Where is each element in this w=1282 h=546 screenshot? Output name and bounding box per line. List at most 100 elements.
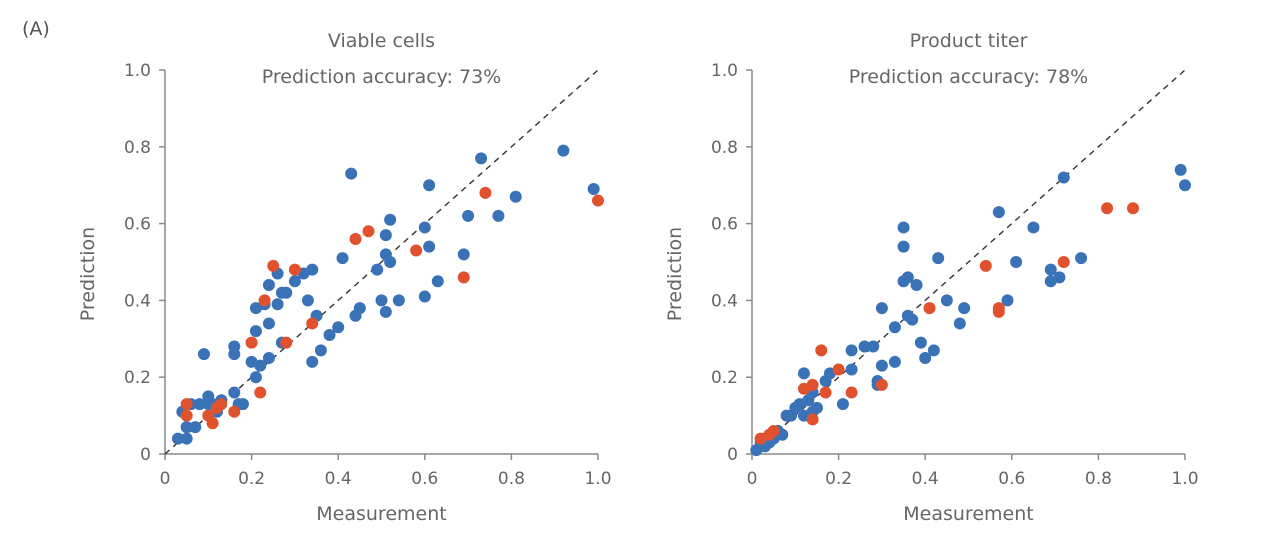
data-point-blue (953, 317, 966, 330)
data-point-blue (180, 432, 193, 445)
data-point-blue (288, 275, 301, 288)
data-point-blue (940, 294, 953, 307)
data-point-red (180, 398, 193, 411)
data-point-blue (932, 252, 945, 265)
data-point-blue (858, 340, 871, 353)
data-point-blue (180, 421, 193, 434)
data-point-blue (379, 305, 392, 318)
data-point-blue (845, 344, 858, 357)
chart-title: Product titer (910, 30, 1028, 52)
data-point-red (288, 263, 301, 276)
data-point-blue (249, 325, 262, 338)
y-tick-label: 0.6 (124, 215, 151, 235)
chart-subtitle: Prediction accuracy: 78% (849, 66, 1088, 88)
y-tick-label: 1.0 (124, 61, 151, 81)
data-point-red (1127, 202, 1140, 215)
data-point-blue (919, 352, 932, 364)
data-point-blue (906, 313, 919, 326)
x-tick-label: 0 (747, 469, 758, 489)
data-point-blue (262, 279, 275, 292)
data-point-blue (371, 263, 384, 276)
x-tick-label: 0.8 (1085, 469, 1112, 489)
x-tick-label: 0.4 (912, 469, 939, 489)
data-point-blue (254, 359, 267, 372)
data-point-red (258, 294, 271, 307)
data-point-red (180, 409, 193, 422)
data-point-blue (509, 190, 522, 203)
data-point-blue (306, 355, 319, 368)
data-point-blue (418, 221, 431, 234)
data-point-red (1057, 256, 1070, 268)
data-point-blue (1053, 271, 1066, 284)
data-point-blue (262, 352, 275, 364)
data-point-blue (897, 221, 910, 234)
data-point-red (1101, 202, 1114, 215)
data-point-blue (249, 371, 262, 384)
chart-panel-2: Product titer Prediction accuracy: 78% 0 0.… (664, 30, 1199, 525)
data-point-blue (392, 294, 405, 307)
data-point-blue (914, 336, 927, 349)
x-tick-label: 0.4 (325, 469, 352, 489)
data-point-blue (197, 348, 210, 361)
y-tick-label: 0.2 (124, 368, 151, 388)
data-point-blue (423, 179, 436, 192)
y-tick-label: 0.4 (711, 291, 738, 311)
data-point-blue (314, 344, 327, 357)
data-point-blue (384, 213, 397, 226)
data-point-blue (301, 294, 314, 307)
y-tick-label: 0.8 (711, 138, 738, 158)
data-point-blue (1174, 163, 1187, 176)
data-point-red (306, 317, 319, 330)
data-point-blue (1057, 171, 1070, 184)
data-point-blue (271, 298, 284, 311)
data-point-red (457, 271, 470, 284)
data-point-blue (418, 290, 431, 303)
data-point-red (845, 386, 858, 399)
data-point-blue (557, 144, 570, 157)
data-point-blue (228, 386, 241, 399)
diagonal-reference-line (164, 69, 599, 455)
data-point-blue (875, 302, 888, 315)
data-point-blue (262, 317, 275, 330)
data-point-blue (306, 263, 319, 276)
data-point-red (992, 302, 1005, 315)
data-point-blue (910, 279, 923, 292)
data-point-blue (353, 302, 366, 315)
data-point-red (767, 424, 780, 437)
data-point-blue (332, 321, 345, 334)
data-point-blue (1075, 252, 1088, 265)
data-point-blue (1001, 294, 1014, 307)
data-point-blue (810, 401, 823, 414)
data-point-blue (457, 248, 470, 261)
data-point-blue (958, 302, 971, 315)
data-point-blue (375, 294, 388, 307)
data-point-blue (845, 363, 858, 376)
data-point-red (215, 398, 228, 411)
data-point-blue (1179, 179, 1191, 192)
data-point-blue (875, 359, 888, 372)
data-point-red (979, 259, 992, 272)
data-point-red (280, 336, 293, 349)
data-point-blue (992, 206, 1005, 219)
data-point-red (349, 232, 362, 245)
data-point-red (410, 244, 423, 257)
diagonal-reference-line (751, 69, 1186, 455)
panel-label: (A) (22, 18, 50, 40)
chart-subtitle: Prediction accuracy: 73% (262, 66, 501, 88)
data-point-blue (323, 328, 336, 341)
chart-title: Viable cells (328, 30, 435, 52)
data-point-blue (1044, 263, 1057, 276)
data-point-red (806, 413, 819, 426)
data-point-blue (280, 286, 293, 299)
y-tick-label: 0 (140, 445, 151, 465)
data-point-blue (888, 321, 901, 334)
data-point-blue (345, 167, 358, 180)
data-point-blue (927, 344, 940, 357)
x-tick-label: 1.0 (584, 469, 611, 489)
data-point-red (819, 386, 832, 399)
x-tick-label: 0.2 (238, 469, 265, 489)
data-point-blue (587, 183, 600, 196)
data-point-blue (431, 275, 444, 288)
y-axis-label: Prediction (77, 227, 99, 321)
